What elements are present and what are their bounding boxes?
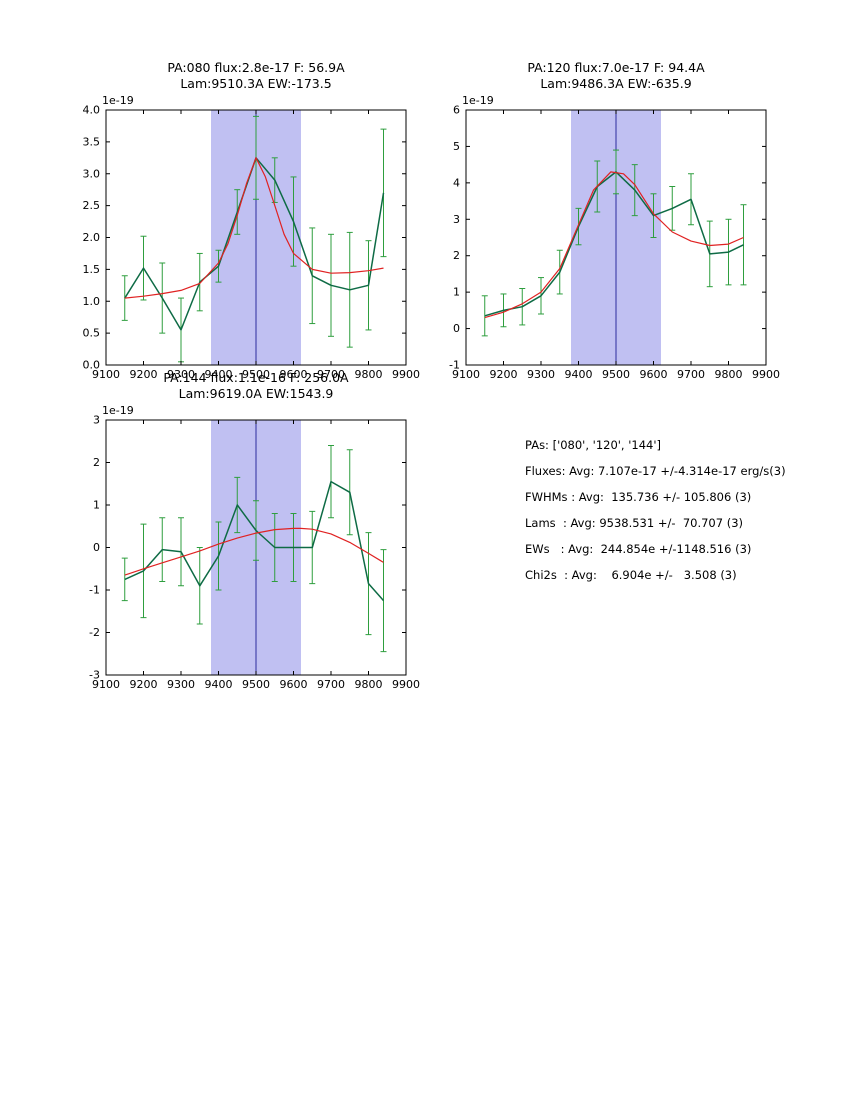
svg-text:9900: 9900 [392, 368, 420, 381]
svg-text:9800: 9800 [355, 368, 383, 381]
stat-line-chi2s: Chi2s : Avg: 6.904e +/- 3.508 (3) [525, 568, 737, 582]
plot-area-pa120: 9100 9200 9300 9400 9500 9600 9700 9800 9900 -1 0 1… [449, 94, 780, 381]
svg-text:1: 1 [93, 499, 100, 512]
svg-text:0: 0 [453, 322, 460, 335]
svg-text:1.0: 1.0 [83, 295, 101, 308]
svg-text:9900: 9900 [752, 368, 780, 381]
stat-line-pas: PAs: ['080', '120', '144'] [525, 438, 662, 452]
subplot-pa120: PA:120 flux:7.0e-17 F: 94.4A Lam:9486.3A… [416, 60, 784, 392]
subplot-pa080-title: PA:080 flux:2.8e-17 F: 56.9A Lam:9510.3A… [106, 60, 406, 92]
svg-text:9300: 9300 [167, 678, 195, 691]
svg-text:-3: -3 [89, 669, 100, 682]
subplot-pa080: PA:080 flux:2.8e-17 F: 56.9A Lam:9510.3A… [56, 60, 424, 392]
svg-text:9200: 9200 [130, 678, 158, 691]
subplot-title-line1: PA:080 flux:2.8e-17 F: 56.9A [167, 60, 345, 75]
svg-text:2.0: 2.0 [83, 231, 101, 244]
svg-text:9600: 9600 [280, 678, 308, 691]
svg-text:0.5: 0.5 [83, 327, 101, 340]
svg-text:9300: 9300 [167, 368, 195, 381]
svg-text:3: 3 [453, 213, 460, 226]
svg-text:9800: 9800 [715, 368, 743, 381]
svg-text:5: 5 [453, 140, 460, 153]
svg-text:-2: -2 [89, 626, 100, 639]
svg-text:1.5: 1.5 [83, 263, 101, 276]
svg-text:9500: 9500 [242, 678, 270, 691]
svg-text:9500: 9500 [242, 368, 270, 381]
svg-text:1e-19: 1e-19 [462, 94, 494, 107]
svg-text:9700: 9700 [677, 368, 705, 381]
svg-text:9100: 9100 [452, 368, 480, 381]
svg-text:4.0: 4.0 [83, 104, 101, 117]
svg-text:0.0: 0.0 [83, 359, 101, 372]
svg-text:9400: 9400 [205, 678, 233, 691]
svg-text:9700: 9700 [317, 368, 345, 381]
subplot-pa144-title: PA:144 flux:1.1e-16 F: 256.0A Lam:9619.0… [106, 370, 406, 402]
subplot-title-line1: PA:120 flux:7.0e-17 F: 94.4A [527, 60, 705, 75]
svg-text:6: 6 [453, 104, 460, 117]
svg-text:4: 4 [453, 176, 460, 189]
svg-text:3.5: 3.5 [83, 135, 101, 148]
svg-text:9300: 9300 [527, 368, 555, 381]
svg-text:9200: 9200 [130, 368, 158, 381]
svg-text:1e-19: 1e-19 [102, 404, 134, 417]
stat-line-lams: Lams : Avg: 9538.531 +/- 70.707 (3) [525, 516, 744, 530]
svg-text:-1: -1 [449, 359, 460, 372]
subplot-title-line2: Lam:9486.3A EW:-635.9 [540, 76, 692, 91]
svg-text:2.5: 2.5 [83, 199, 101, 212]
stat-line-fwhms: FWHMs : Avg: 135.736 +/- 105.806 (3) [525, 490, 752, 504]
svg-text:-1: -1 [89, 584, 100, 597]
subplot-title-line1: PA:144 flux:1.1e-16 F: 256.0A [163, 370, 349, 385]
svg-text:3.0: 3.0 [83, 167, 101, 180]
svg-text:1e-19: 1e-19 [102, 94, 134, 107]
svg-text:0: 0 [93, 541, 100, 554]
plot-area-pa144: 9100 9200 9300 9400 9500 9600 9700 9800 9900 -3 -2… [89, 404, 420, 691]
svg-text:9500: 9500 [602, 368, 630, 381]
plot-area-pa080: 9100 9200 9300 9400 9500 9600 9700 9800 9900 0.0 0… [83, 94, 421, 381]
svg-text:1: 1 [453, 286, 460, 299]
svg-text:9400: 9400 [205, 368, 233, 381]
stat-line-fluxes: Fluxes: Avg: 7.107e-17 +/-4.314e-17 erg/… [525, 464, 786, 478]
svg-text:9200: 9200 [490, 368, 518, 381]
svg-text:9800: 9800 [355, 678, 383, 691]
subplot-title-line2: Lam:9510.3A EW:-173.5 [180, 76, 332, 91]
svg-text:9400: 9400 [565, 368, 593, 381]
svg-text:2: 2 [453, 249, 460, 262]
svg-text:9100: 9100 [92, 368, 120, 381]
svg-text:3: 3 [93, 414, 100, 427]
svg-text:9600: 9600 [640, 368, 668, 381]
subplot-pa120-title: PA:120 flux:7.0e-17 F: 94.4A Lam:9486.3A… [466, 60, 766, 92]
svg-text:9700: 9700 [317, 678, 345, 691]
svg-text:9600: 9600 [280, 368, 308, 381]
stat-line-ews: EWs : Avg: 244.854e +/-1148.516 (3) [525, 542, 752, 556]
svg-text:9900: 9900 [392, 678, 420, 691]
svg-text:9100: 9100 [92, 678, 120, 691]
subplot-title-line2: Lam:9619.0A EW:1543.9 [178, 386, 334, 401]
stats-panel: PAs: ['080', '120', '144'] Fluxes: Avg: … [525, 432, 786, 588]
subplot-pa144: PA:144 flux:1.1e-16 F: 256.0A Lam:9619.0… [56, 370, 424, 702]
svg-text:2: 2 [93, 456, 100, 469]
